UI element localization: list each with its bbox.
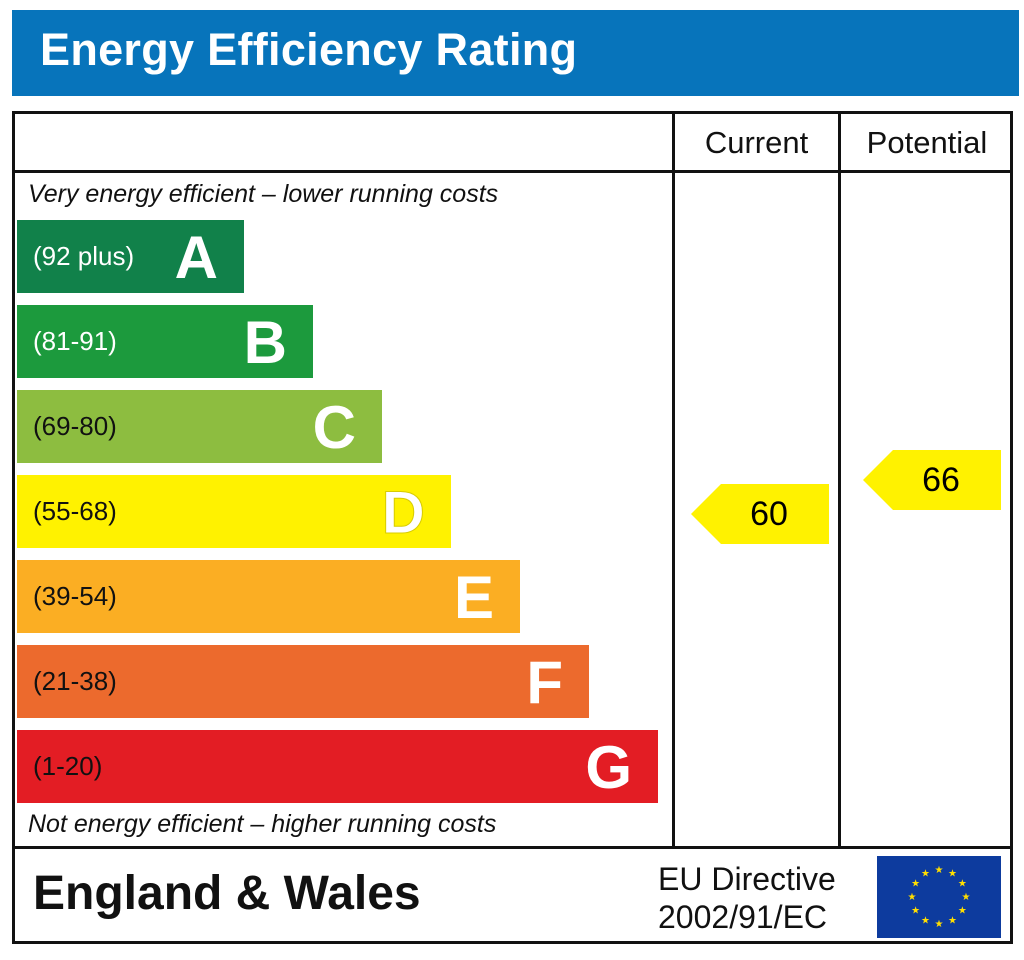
band-g: (1-20) G [17,730,658,803]
divider-footer [12,846,1013,849]
rating-value-potential: 66 [922,461,960,499]
eu-star-icon: ★ [958,879,967,890]
band-b: (81-91) B [17,305,313,378]
band-letter: D [381,479,425,547]
band-d: (55-68) D [17,475,451,548]
note-top: Very energy efficient – lower running co… [28,180,499,208]
rating-arrow-potential: 66 [863,450,1001,510]
band-range-label: (55-68) [33,496,117,526]
note-bottom: Not energy efficient – higher running co… [28,810,497,838]
band-letter: C [312,394,356,461]
band-range-label: (39-54) [33,581,117,611]
eu-star-icon: ★ [921,915,930,926]
eu-star-icon: ★ [911,906,920,917]
band-range-label: (21-38) [33,666,117,696]
band-e: (39-54) E [17,560,520,633]
band-letter: A [174,224,218,291]
band-a: (92 plus) A [17,220,244,293]
eu-star-icon: ★ [911,879,920,890]
title-bar: Energy Efficiency Rating [12,10,1019,96]
band-letter: G [585,734,632,801]
divider-potential-left [838,111,841,849]
chart-title: Energy Efficiency Rating [40,24,578,75]
eu-star-icon: ★ [962,892,971,903]
band-range-label: (1-20) [33,751,103,781]
band-range-label: (81-91) [33,326,117,356]
eu-star-icon: ★ [908,892,917,903]
directive-line-1: EU Directive [658,861,836,897]
rating-arrow-current: 60 [691,484,829,544]
eu-flag-icon: ★ ★ ★ ★ ★ ★ ★ ★ ★ ★ ★ ★ [877,856,1001,938]
band-letter: E [453,564,494,631]
band-range-label: (92 plus) [33,241,135,271]
eu-star-icon: ★ [948,869,957,880]
eu-star-icon: ★ [921,869,930,880]
band-f: (21-38) F [17,645,589,718]
band-letter: B [243,309,287,376]
divider-current-left [672,111,675,849]
eu-star-icon: ★ [935,919,944,930]
footer-directive: EU Directive 2002/91/EC [658,860,836,936]
directive-line-2: 2002/91/EC [658,899,828,935]
column-header-potential: Potential [866,125,988,160]
band-letter: F [526,649,563,716]
column-header-current: Current [704,125,809,160]
rating-table-frame [12,111,1013,944]
eu-star-icon: ★ [958,906,967,917]
band-range-label: (69-80) [33,411,117,441]
band-c: (69-80) C [17,390,382,463]
footer-country: England & Wales [33,867,421,920]
rating-value-current: 60 [750,495,788,533]
eu-star-icon: ★ [935,865,944,876]
eu-star-icon: ★ [948,915,957,926]
divider-header [12,170,1013,173]
